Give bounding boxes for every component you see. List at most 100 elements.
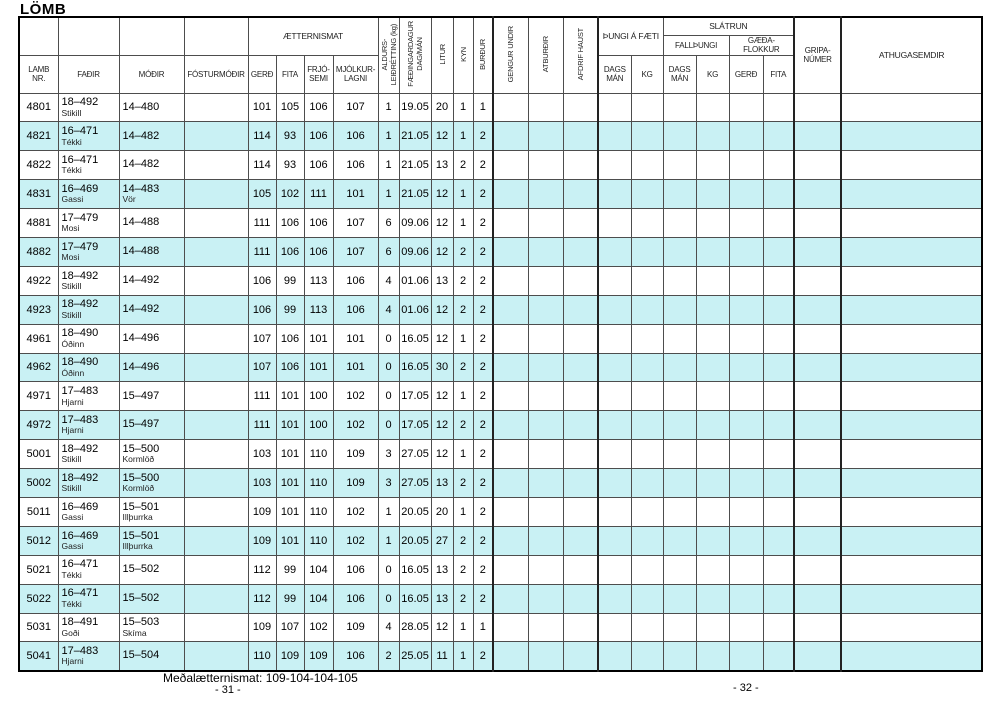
cell-litur: 20	[430, 496, 454, 527]
cell-fita: 93	[275, 150, 305, 181]
cell-pf-dags-man	[597, 92, 632, 123]
cell-gripanumer	[793, 583, 842, 614]
table-row: 5022 16–471 Tékki 15–502 112 99 104 106 0 16.05 13…	[18, 583, 983, 614]
cell-frjosemi: 106	[303, 208, 334, 238]
cell-kyn: 2	[452, 468, 474, 498]
cell-faedingardagur: 17.05	[398, 381, 432, 412]
cell-g-gerd	[728, 381, 764, 412]
cell-gerd: 114	[247, 121, 277, 152]
cell-afdrif-haust	[562, 468, 599, 498]
cell-fadir: 18–492 Stikill	[57, 265, 120, 296]
cell-fp-kg	[695, 381, 730, 412]
cell-mjolkurlagni: 106	[332, 150, 379, 181]
cell-athugasemdir	[840, 92, 983, 123]
cell-kyn: 1	[452, 179, 474, 210]
cell-gerd: 103	[247, 439, 277, 470]
cell-fadir: 16–471 Tékki	[57, 554, 120, 585]
cell-fadir: 17–483 Hjarni	[57, 641, 120, 672]
cell-burdur: 2	[472, 381, 494, 412]
cell-lamb-nr: 4922	[18, 265, 59, 296]
cell-gengur-undir	[492, 294, 529, 325]
group-header-thungi-a-faeti: ÞUNGI Á FÆTI	[597, 16, 664, 56]
cell-mjolkurlagni: 102	[332, 496, 379, 527]
cell-pf-kg	[630, 121, 664, 152]
cell-fp-dags-man	[662, 236, 697, 267]
cell-pf-dags-man	[597, 150, 632, 181]
cell-atburdir	[527, 525, 564, 556]
cell-fita: 99	[275, 583, 305, 614]
cell-kyn: 1	[452, 92, 474, 123]
cell-mjolkurlagni: 109	[332, 468, 379, 498]
cell-pf-kg	[630, 92, 664, 123]
table-row: 4961 18–490 Óðinn 14–496 107 106 101 101 0 16.05 1…	[18, 323, 983, 354]
cell-athugasemdir	[840, 410, 983, 441]
animal-name: Hjarni	[61, 425, 84, 436]
cell-g-fita	[762, 150, 795, 181]
cell-fp-kg	[695, 468, 730, 498]
cell-g-gerd	[728, 641, 764, 672]
column-header-g-gerd: GERÐ	[728, 54, 764, 94]
cell-atburdir	[527, 641, 564, 672]
cell-gengur-undir	[492, 583, 529, 614]
cell-gripanumer	[793, 496, 842, 527]
cell-g-fita	[762, 583, 795, 614]
cell-litur: 12	[430, 410, 454, 441]
cell-gengur-undir	[492, 496, 529, 527]
cell-burdur: 2	[472, 294, 494, 325]
animal-id: 18–492	[61, 442, 99, 455]
cell-fita: 106	[275, 323, 305, 354]
cell-fadir: 17–483 Hjarni	[57, 381, 120, 412]
column-header-athugasemdir: ATHUGASEMDIR	[840, 16, 983, 94]
animal-name: Tékki	[61, 165, 82, 176]
cell-afdrif-haust	[562, 121, 599, 152]
cell-g-fita	[762, 236, 795, 267]
vertical-label: FÆÐINGARDAGUR DAG/MÁN	[406, 21, 425, 88]
animal-id: 14–496	[122, 331, 160, 344]
cell-pf-kg	[630, 294, 664, 325]
cell-fita: 99	[275, 294, 305, 325]
animal-id: 15–500	[122, 442, 160, 455]
cell-athugasemdir	[840, 265, 983, 296]
cell-fosturmodir	[183, 208, 249, 238]
cell-burdur: 2	[472, 179, 494, 210]
cell-gengur-undir	[492, 150, 529, 181]
cell-fadir: 16–469 Gassi	[57, 525, 120, 556]
cell-fita: 101	[275, 381, 305, 412]
cell-fadir: 17–479 Mosi	[57, 236, 120, 267]
vertical-label: ATBURÐIR	[541, 36, 551, 73]
cell-modir: 14–480	[118, 92, 185, 123]
cell-athugasemdir	[840, 468, 983, 498]
cell-atburdir	[527, 410, 564, 441]
cell-lamb-nr: 5041	[18, 641, 59, 672]
cell-g-fita	[762, 439, 795, 470]
cell-faedingardagur: 20.05	[398, 496, 432, 527]
column-header-pf-kg: KG	[630, 54, 664, 94]
cell-fp-kg	[695, 265, 730, 296]
cell-fp-dags-man	[662, 641, 697, 672]
cell-lamb-nr: 4881	[18, 208, 59, 238]
cell-lamb-nr: 4822	[18, 150, 59, 181]
cell-gripanumer	[793, 439, 842, 470]
cell-gengur-undir	[492, 265, 529, 296]
page-number-left: - 31 -	[215, 684, 241, 696]
table-row: 4972 17–483 Hjarni 15–497 111 101 100 102 0 17.05…	[18, 410, 983, 441]
animal-id: 15–501	[122, 529, 160, 542]
cell-litur: 12	[430, 208, 454, 238]
cell-athugasemdir	[840, 583, 983, 614]
cell-fadir: 16–469 Gassi	[57, 179, 120, 210]
cell-gerd: 106	[247, 294, 277, 325]
cell-aldursleidretting: 6	[377, 208, 400, 238]
page-title: LÖMB	[20, 1, 67, 18]
cell-lamb-nr: 5011	[18, 496, 59, 527]
cell-fita: 107	[275, 612, 305, 643]
cell-fp-kg	[695, 236, 730, 267]
cell-modir: 14–483 Vör	[118, 179, 185, 210]
cell-afdrif-haust	[562, 641, 599, 672]
cell-lamb-nr: 4801	[18, 92, 59, 123]
cell-fosturmodir	[183, 236, 249, 267]
cell-gripanumer	[793, 352, 842, 383]
cell-frjosemi: 113	[303, 265, 334, 296]
cell-pf-dags-man	[597, 439, 632, 470]
cell-pf-dags-man	[597, 381, 632, 412]
